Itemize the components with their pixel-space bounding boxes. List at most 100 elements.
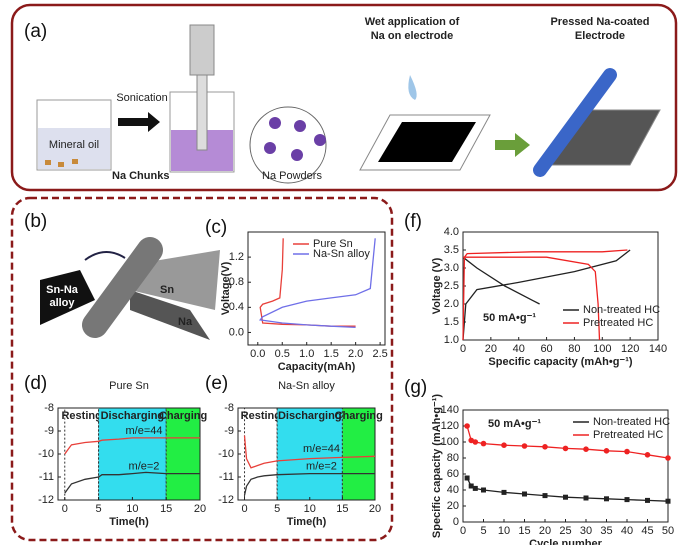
marker	[522, 491, 527, 497]
y-tick-label: -10	[218, 448, 234, 460]
series-label: m/e=2	[306, 460, 337, 472]
legend-label: Non-treated HC	[593, 416, 670, 428]
series-line	[64, 437, 200, 455]
y-tick-label: 20	[447, 500, 459, 512]
marker	[645, 497, 650, 503]
x-tick-label: 140	[649, 343, 667, 355]
marker	[562, 445, 569, 452]
x-tick-label: 20	[485, 343, 497, 355]
marker	[464, 423, 470, 429]
x-tick-label: 0	[460, 343, 466, 355]
particle	[291, 149, 303, 161]
arrow	[495, 133, 530, 157]
text: Sn	[160, 284, 174, 296]
x-tick-label: 0.0	[250, 348, 265, 360]
panel-frame	[10, 196, 394, 542]
chart-title: Pure Sn	[109, 380, 149, 392]
series-line	[243, 472, 375, 496]
panel-label: (a)	[24, 21, 47, 42]
sonicator	[189, 24, 215, 76]
na-sheet	[130, 290, 210, 340]
text: Mineral oil	[49, 139, 99, 151]
y-tick-label: 3.0	[444, 262, 459, 274]
marker	[583, 495, 589, 501]
legend-label: Na-Sn alloy	[313, 248, 370, 260]
arrow	[118, 112, 160, 132]
x-tick-label: 45	[641, 525, 653, 537]
text: Na on electrode	[371, 30, 454, 42]
region	[276, 407, 343, 501]
region-label: Charging	[159, 410, 207, 422]
y-tick-label: -11	[39, 471, 54, 483]
region-label: Discharging	[278, 410, 342, 422]
y-tick-label: -8	[44, 402, 54, 414]
series-line	[462, 249, 628, 341]
annotation: 50 mA•g⁻¹	[488, 418, 541, 430]
marker	[480, 440, 487, 447]
y-tick-label: -12	[218, 494, 234, 506]
x-tick-label: 20	[369, 503, 381, 515]
marker	[521, 443, 528, 449]
rotation	[84, 251, 126, 261]
y-tick-label: 40	[447, 484, 459, 496]
marker	[603, 448, 610, 454]
y-tick-label: 2.5	[444, 280, 459, 292]
region-label: Resting	[241, 410, 281, 422]
roller	[533, 68, 617, 177]
text: Pressed Na-coated	[550, 16, 649, 28]
marker	[472, 439, 479, 445]
y-tick-label: 80	[447, 452, 459, 464]
panel-label: (c)	[205, 217, 227, 238]
x-tick-label: 15	[518, 525, 530, 537]
x-tick-label: 25	[559, 525, 571, 537]
x-tick-label: 2.5	[372, 348, 387, 360]
x-axis-label: Specific capacity (mAh•g⁻¹)	[488, 356, 632, 368]
y-tick-label: 140	[441, 404, 459, 416]
y-tick-label: 120	[441, 420, 459, 432]
marker	[624, 448, 630, 455]
text: alloy	[49, 297, 75, 309]
y-tick-label: -9	[44, 425, 54, 437]
chunk	[72, 159, 78, 164]
x-tick-label: 60	[540, 343, 552, 355]
y-axis-label: Specific capacity (mAh•g⁻¹)	[431, 394, 443, 538]
x-tick-label: 1.5	[324, 348, 339, 360]
x-tick-label: 100	[593, 343, 611, 355]
x-tick-label: 0	[62, 503, 68, 515]
panel-a-frame	[10, 3, 678, 192]
chunk	[45, 160, 51, 165]
marker	[644, 452, 651, 458]
chart-title: Na-Sn alloy	[278, 380, 335, 392]
marker	[665, 455, 671, 461]
x-tick-label: 120	[621, 343, 639, 355]
text: Sn-Na	[46, 284, 79, 296]
x-tick-label: 10	[126, 503, 138, 515]
text: Sonication	[116, 92, 167, 104]
series-label: m/e=44	[126, 425, 163, 437]
y-tick-label: -9	[224, 425, 234, 437]
x-tick-label: 15	[160, 503, 172, 515]
region-label: Discharging	[101, 410, 165, 422]
y-tick-label: 0	[453, 516, 459, 528]
region-label: Resting	[61, 410, 101, 422]
particle	[264, 142, 276, 154]
series-line	[258, 238, 376, 329]
y-tick-label: -12	[38, 494, 54, 506]
zoom	[249, 106, 327, 184]
y-tick-label: -11	[219, 471, 234, 483]
x-tick-label: 15	[336, 503, 348, 515]
text: Na Powders	[262, 170, 322, 182]
y-tick-label: 1.5	[444, 316, 459, 328]
x-tick-label: 2.0	[348, 348, 363, 360]
particle	[269, 117, 281, 129]
legend-label: Pretreated HC	[593, 429, 663, 441]
x-tick-label: 50	[662, 525, 674, 537]
text: Electrode	[575, 30, 625, 42]
region-label: Charging	[335, 410, 383, 422]
plot-frame	[247, 231, 386, 346]
marker	[624, 497, 630, 503]
electrode	[378, 122, 476, 162]
y-tick-label: 1.0	[444, 334, 459, 346]
x-tick-label: 80	[568, 343, 580, 355]
